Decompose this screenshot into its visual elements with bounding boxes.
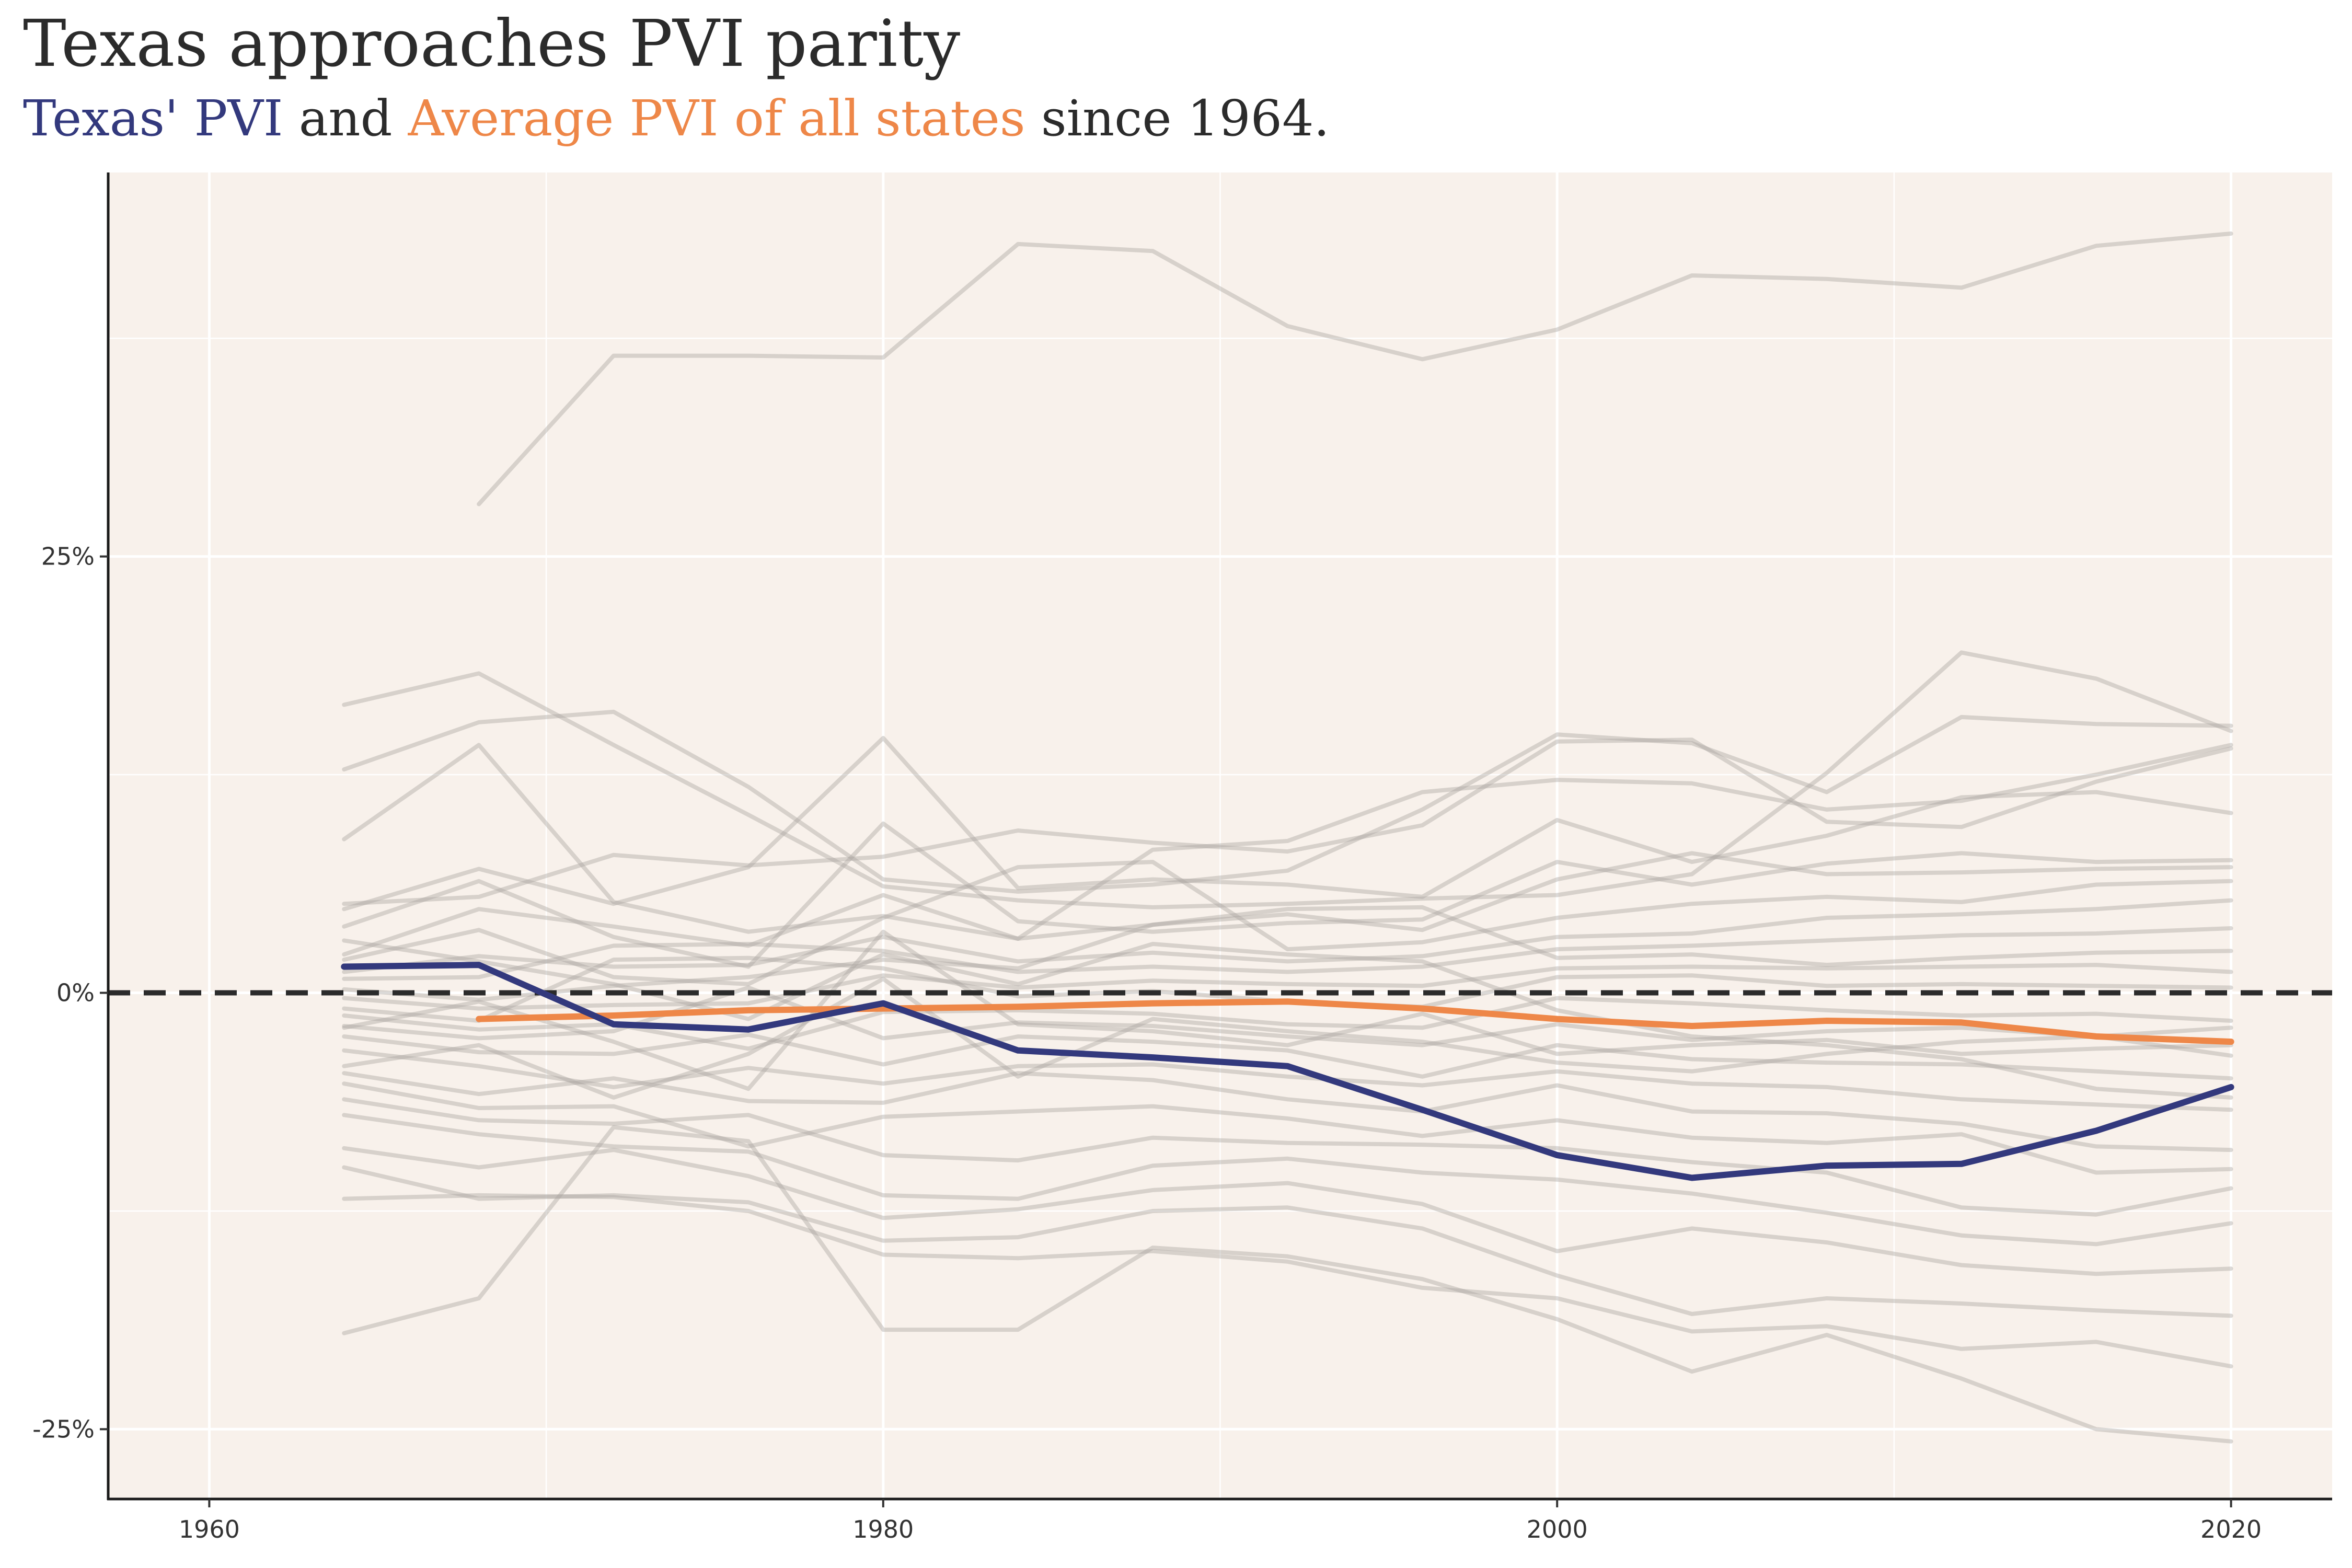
state-pvi-line	[342, 743, 2233, 941]
y-axis-ticks: -25% 0% 25%	[32, 543, 108, 1443]
state-pvi-line	[342, 851, 2233, 957]
minor-gridlines	[108, 172, 2332, 1499]
chart-subtitle: Texas' PVI and Average PVI of all states…	[23, 90, 1330, 147]
state-pvi-line	[342, 938, 2233, 1100]
state-pvi-line	[342, 905, 2233, 1002]
average-pvi-line	[476, 998, 2234, 1045]
state-pvi-line	[342, 737, 2233, 906]
y-tick-label: 25%	[41, 543, 95, 571]
chart-title: Texas approaches PVI parity	[23, 6, 961, 82]
x-axis-ticks: 1960 1980 2000 2020	[179, 1499, 2262, 1543]
texas-pvi-line	[341, 962, 2234, 1181]
state-pvi-line	[342, 1146, 2233, 1276]
state-pvi-line	[477, 231, 2233, 506]
state-pvi-line	[342, 709, 2233, 894]
state-pvi-line	[342, 1125, 2233, 1444]
state-pvi-line	[342, 929, 2233, 1091]
state-pvi-line	[342, 1165, 2233, 1318]
state-pvi-line	[342, 736, 2233, 912]
subtitle-and-text: and	[283, 90, 408, 147]
state-pvi-line	[342, 650, 2233, 909]
state-pvi-line	[342, 1048, 2233, 1112]
state-pvi-line	[342, 1113, 2233, 1247]
state-pvi-line	[342, 898, 2233, 974]
state-pvi-line	[342, 963, 2233, 1011]
state-pvi-line	[342, 821, 2233, 969]
x-tick-label: 1980	[852, 1515, 914, 1543]
state-pvi-line	[342, 996, 2233, 1051]
highlight-lines-group	[341, 962, 2234, 1181]
state-pvi-line	[342, 860, 2233, 986]
state-pvi-line	[342, 1097, 2233, 1217]
x-tick-label: 2000	[1527, 1515, 1588, 1543]
subtitle-average-label: Average PVI of all states	[408, 90, 1025, 147]
state-pvi-line	[342, 1081, 2233, 1175]
subtitle-tail-text: since 1964.	[1025, 90, 1330, 147]
state-lines-group	[342, 231, 2233, 1444]
state-pvi-line	[342, 1071, 2233, 1152]
x-tick-label: 1960	[179, 1515, 240, 1543]
x-tick-label: 2020	[2200, 1515, 2262, 1543]
y-tick-label: -25%	[32, 1415, 95, 1443]
state-pvi-line	[342, 1193, 2233, 1369]
subtitle-texas-label: Texas' PVI	[23, 90, 283, 147]
y-tick-label: 0%	[56, 979, 95, 1007]
state-pvi-line	[342, 976, 2233, 1100]
state-pvi-line	[342, 926, 2233, 981]
state-pvi-line	[342, 1032, 2233, 1081]
